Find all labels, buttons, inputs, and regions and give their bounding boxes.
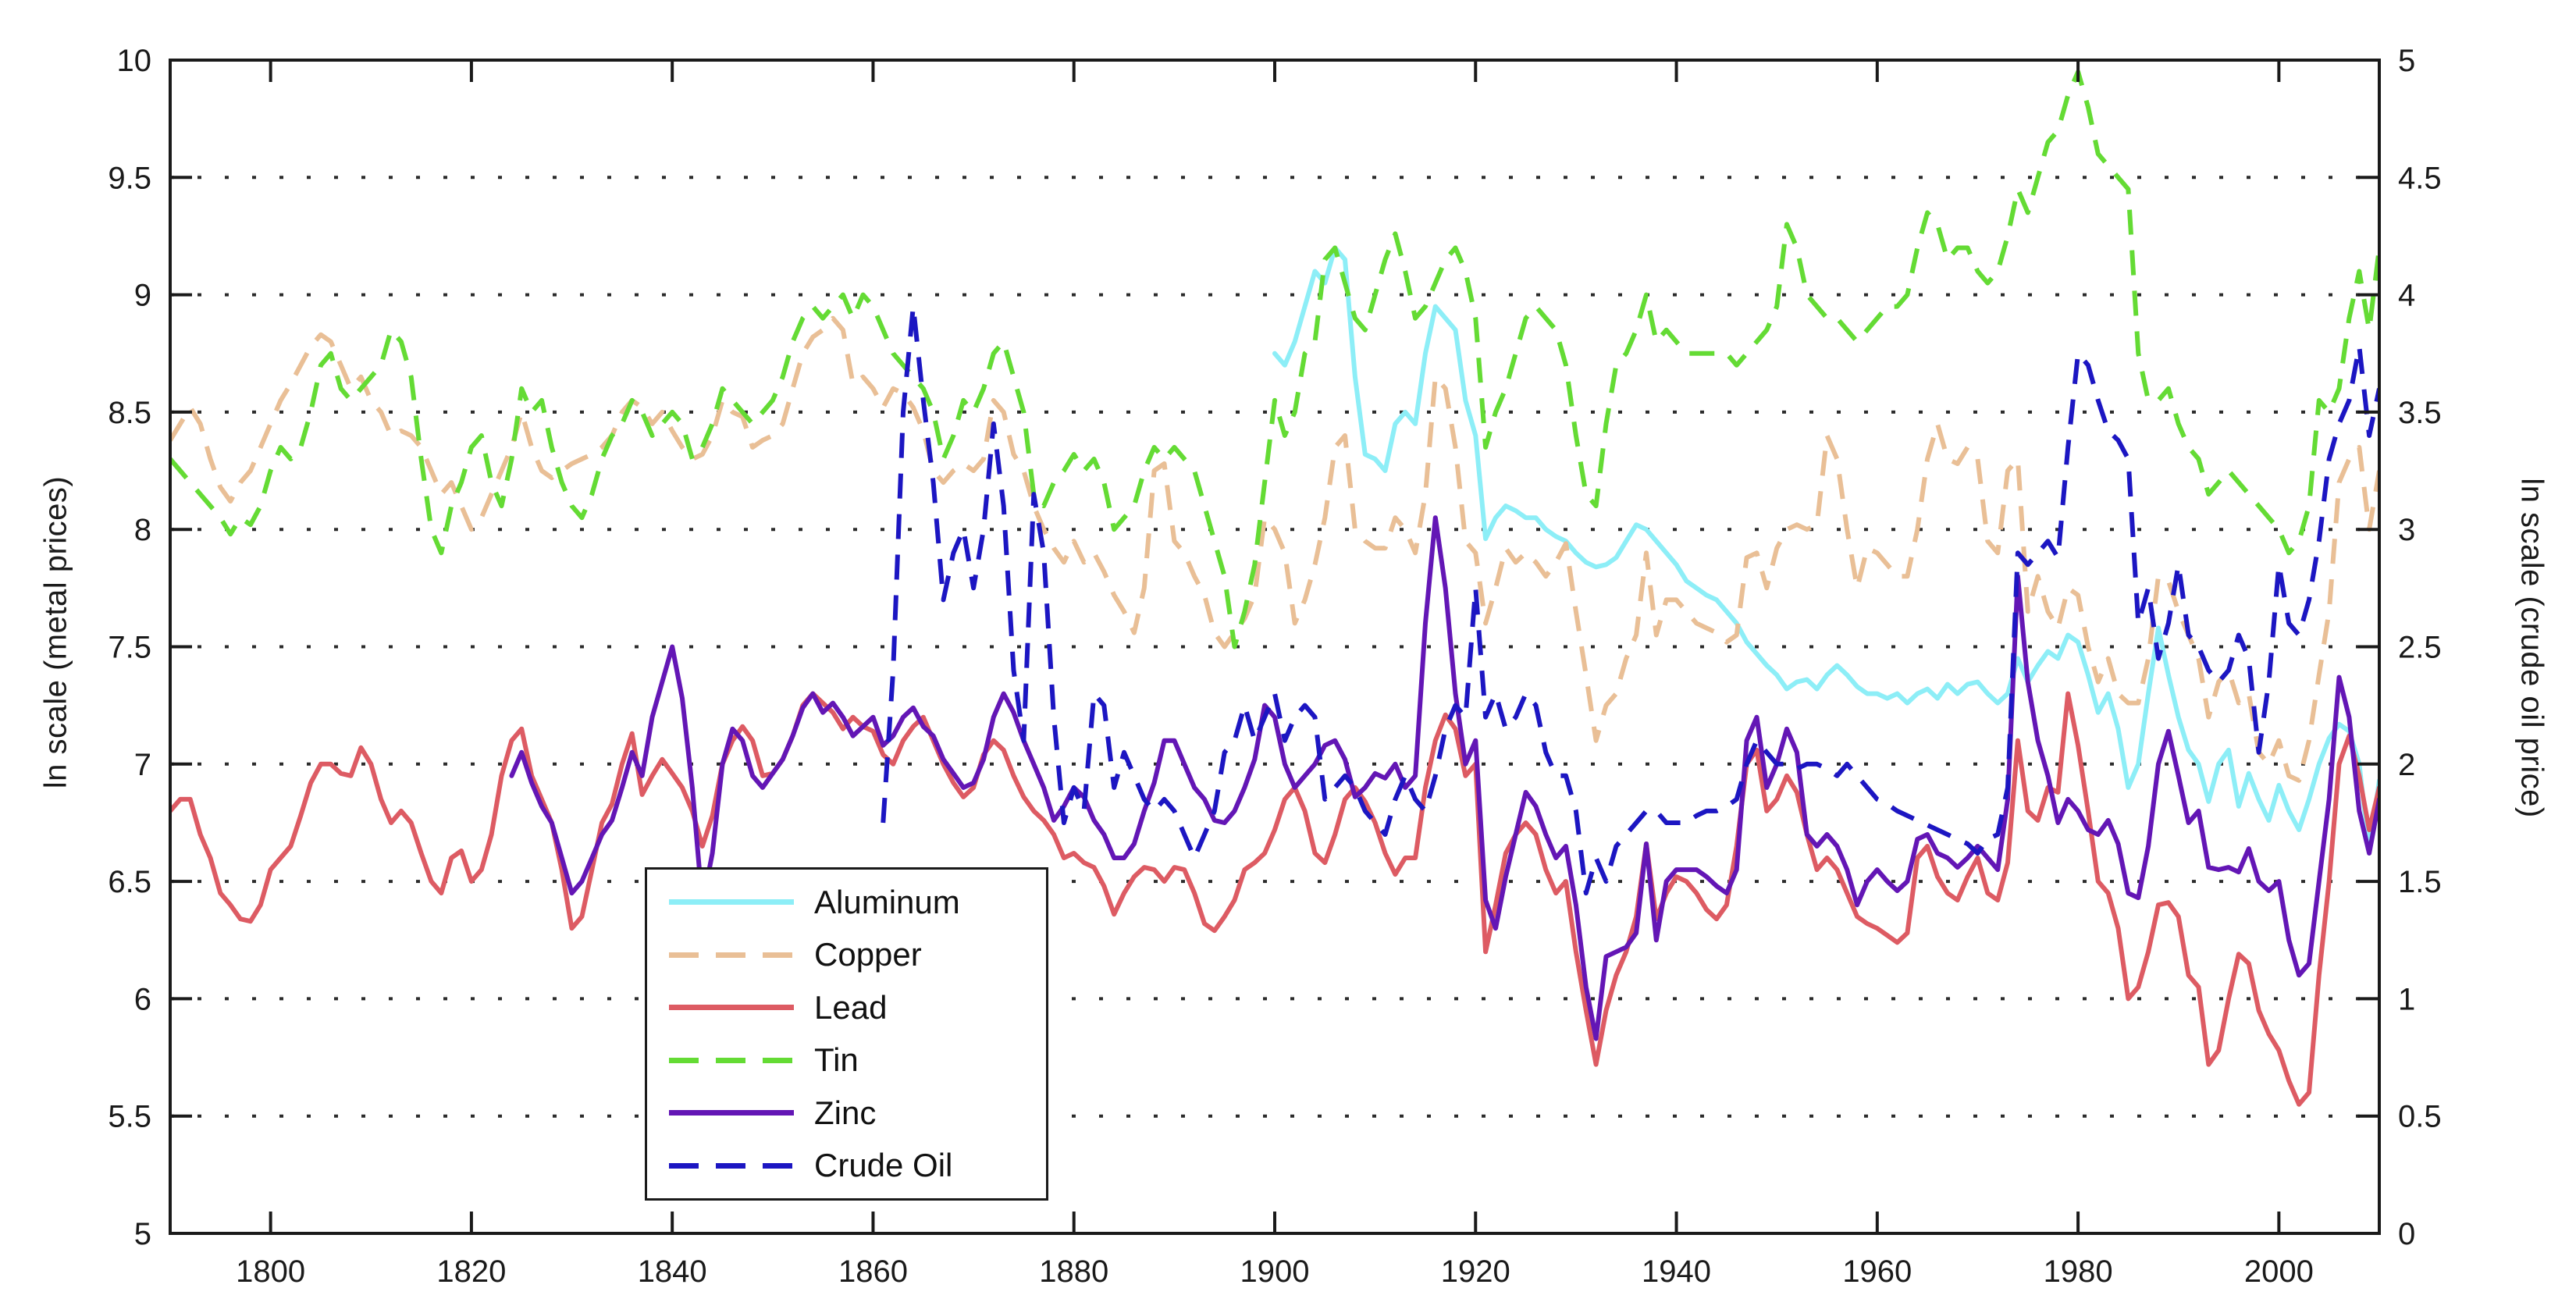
y-tick-label-right: 1.5 [2398,865,2442,899]
y-tick-label-right: 3.5 [2398,396,2442,430]
y-tick-label-right: 2.5 [2398,631,2442,665]
series-line-aluminum [1272,245,2379,853]
x-tick-label: 1860 [838,1254,908,1289]
legend-entry-aluminum: Aluminum [647,879,1046,926]
y-tick-label-right: 4.5 [2398,161,2442,195]
x-tick-label: 1900 [1240,1254,1310,1289]
y-axis-left-title: ln scale (metal prices) [38,475,73,789]
y-tick-label-right: 4 [2398,279,2415,313]
y-tick-label-left: 6.5 [108,865,151,899]
y-tick-label-left: 7.5 [108,631,151,665]
legend-swatch-tin [669,1057,794,1063]
series-line-lead [170,691,2379,1107]
x-tick-label: 1880 [1039,1254,1108,1289]
series-line-crude-oil [881,304,2379,896]
legend-entry-zinc: Zinc [647,1090,1046,1137]
legend: Aluminum Copper Lead Tin Zinc Crude Oil [645,867,1048,1201]
y-tick-label-left: 9.5 [108,161,151,195]
x-tick-label: 1940 [1642,1254,1711,1289]
legend-label: Zinc [814,1094,877,1131]
x-tick-label: 1920 [1441,1254,1510,1289]
legend-label: Copper [814,936,922,973]
y-axis-right-title: ln scale (crude oil price) [2514,478,2549,818]
x-tick-label: 1820 [436,1254,506,1289]
legend-swatch-lead [669,1005,794,1011]
legend-label: Lead [814,988,888,1026]
legend-entry-crude-oil: Crude Oil [647,1142,1046,1189]
legend-label: Crude Oil [814,1147,953,1184]
x-tick-label: 1980 [2044,1254,2113,1289]
x-tick-label: 1800 [236,1254,305,1289]
y-tick-label-left: 7 [134,748,151,782]
x-tick-label: 2000 [2244,1254,2314,1289]
legend-label: Aluminum [814,883,960,920]
x-tick-label: 1840 [638,1254,707,1289]
y-tick-label-left: 5.5 [108,1100,151,1134]
y-tick-label-right: 0.5 [2398,1100,2442,1134]
y-tick-label-right: 5 [2398,44,2415,78]
legend-entry-copper: Copper [647,931,1046,978]
legend-entry-tin: Tin [647,1037,1046,1083]
y-tick-label-right: 3 [2398,513,2415,547]
y-tick-label-right: 2 [2398,748,2415,782]
y-tick-label-left: 6 [134,982,151,1016]
legend-swatch-aluminum [669,899,794,906]
x-tick-label: 1960 [1842,1254,1912,1289]
legend-label: Tin [814,1041,859,1079]
legend-swatch-copper [669,952,794,958]
y-tick-label-left: 10 [117,44,152,78]
legend-swatch-crude-oil [669,1162,794,1169]
y-tick-label-right: 0 [2398,1217,2415,1251]
legend-entry-lead: Lead [647,984,1046,1031]
series-line-zinc [509,515,2379,1041]
series-line-tin [170,69,2379,649]
y-tick-label-right: 1 [2398,982,2415,1016]
y-tick-label-left: 8.5 [108,396,151,430]
series-line-copper [170,315,2379,783]
y-tick-label-left: 8 [134,513,151,547]
y-tick-label-left: 5 [134,1217,151,1251]
legend-swatch-zinc [669,1110,794,1116]
y-tick-label-left: 9 [134,279,151,313]
